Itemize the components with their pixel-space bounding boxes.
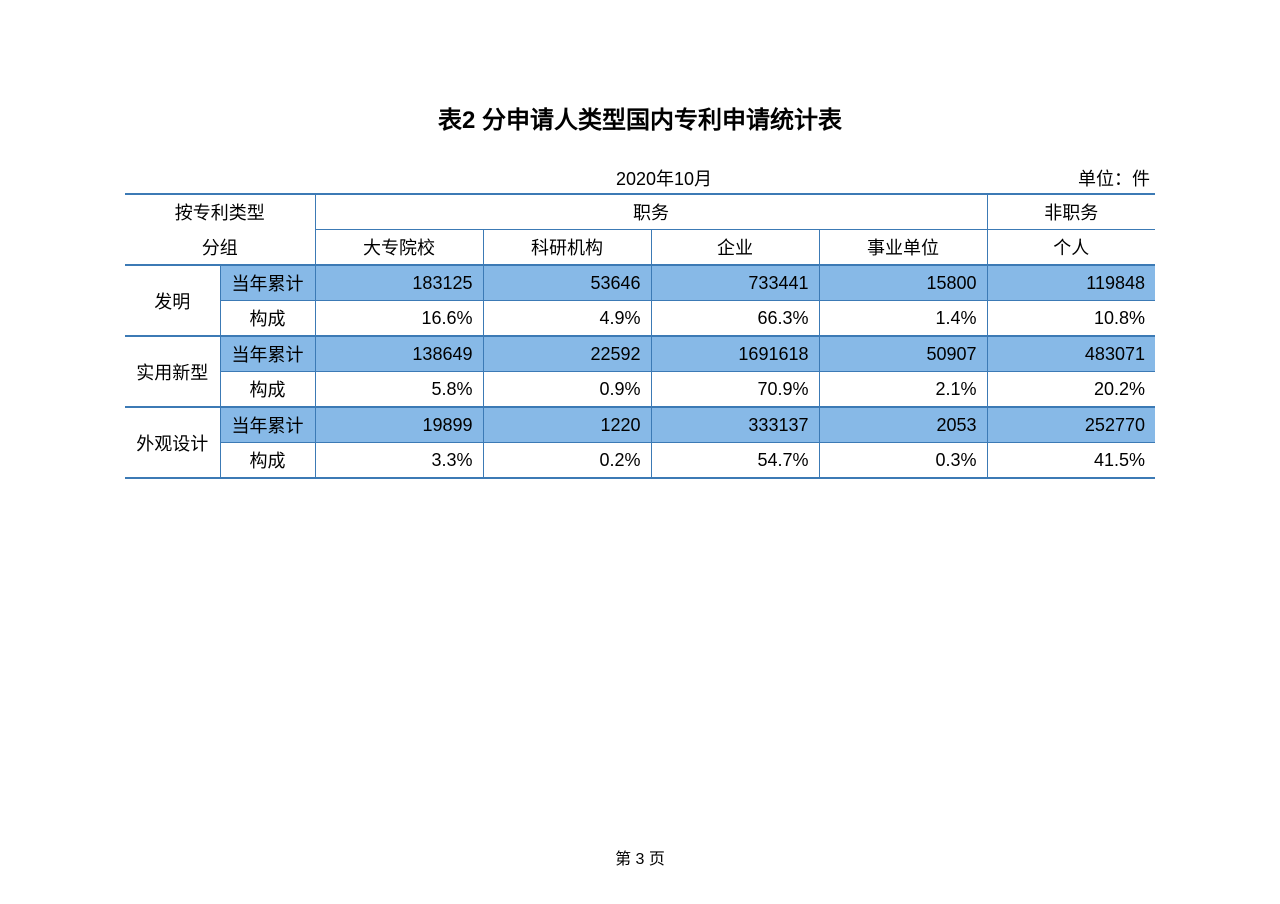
table-cell: 333137 (651, 407, 819, 443)
table-cell: 19899 (315, 407, 483, 443)
table-cell: 3.3% (315, 443, 483, 479)
header-col-3: 事业单位 (819, 230, 987, 266)
table-cell: 183125 (315, 265, 483, 301)
header-nonduty: 非职务 (987, 194, 1155, 230)
table-cell: 1691618 (651, 336, 819, 372)
table-cell: 53646 (483, 265, 651, 301)
table-cell: 252770 (987, 407, 1155, 443)
patent-stats-table: 按专利类型 职务 非职务 分组 大专院校 科研机构 企业 事业单位 个人 发明 … (125, 193, 1155, 479)
table-cell: 119848 (987, 265, 1155, 301)
category-1-cumulative-label: 当年累计 (220, 336, 315, 372)
table-cell: 1.4% (819, 301, 987, 337)
header-col-4: 个人 (987, 230, 1155, 266)
category-2-name: 外观设计 (125, 407, 220, 478)
table-cell: 70.9% (651, 372, 819, 408)
table-cell: 2053 (819, 407, 987, 443)
table-cell: 5.8% (315, 372, 483, 408)
category-2-composition-label: 构成 (220, 443, 315, 479)
category-1-name: 实用新型 (125, 336, 220, 407)
table-cell: 2.1% (819, 372, 987, 408)
header-duty: 职务 (315, 194, 987, 230)
table-cell: 20.2% (987, 372, 1155, 408)
table-cell: 138649 (315, 336, 483, 372)
subtitle-row: 2020年10月 单位：件 (125, 165, 1155, 191)
table-cell: 1220 (483, 407, 651, 443)
page-number: 第 3 页 (0, 845, 1280, 869)
header-col-1: 科研机构 (483, 230, 651, 266)
category-2-cumulative-label: 当年累计 (220, 407, 315, 443)
table-cell: 4.9% (483, 301, 651, 337)
table-cell: 54.7% (651, 443, 819, 479)
header-col-2: 企业 (651, 230, 819, 266)
table-cell: 16.6% (315, 301, 483, 337)
header-col-0: 大专院校 (315, 230, 483, 266)
table-cell: 66.3% (651, 301, 819, 337)
category-0-name: 发明 (125, 265, 220, 336)
table-cell: 483071 (987, 336, 1155, 372)
table-cell: 50907 (819, 336, 987, 372)
unit-label: 单位：件 (1078, 165, 1150, 191)
date-label: 2020年10月 (250, 165, 1078, 191)
table-cell: 0.2% (483, 443, 651, 479)
table-cell: 733441 (651, 265, 819, 301)
table-cell: 0.9% (483, 372, 651, 408)
table-title: 表2 分申请人类型国内专利申请统计表 (125, 100, 1155, 135)
table-cell: 10.8% (987, 301, 1155, 337)
header-group-line1: 按专利类型 (125, 194, 315, 230)
table-cell: 41.5% (987, 443, 1155, 479)
table-cell: 15800 (819, 265, 987, 301)
table-cell: 22592 (483, 336, 651, 372)
category-0-composition-label: 构成 (220, 301, 315, 337)
category-1-composition-label: 构成 (220, 372, 315, 408)
table-cell: 0.3% (819, 443, 987, 479)
category-0-cumulative-label: 当年累计 (220, 265, 315, 301)
header-group-line2: 分组 (125, 230, 315, 266)
